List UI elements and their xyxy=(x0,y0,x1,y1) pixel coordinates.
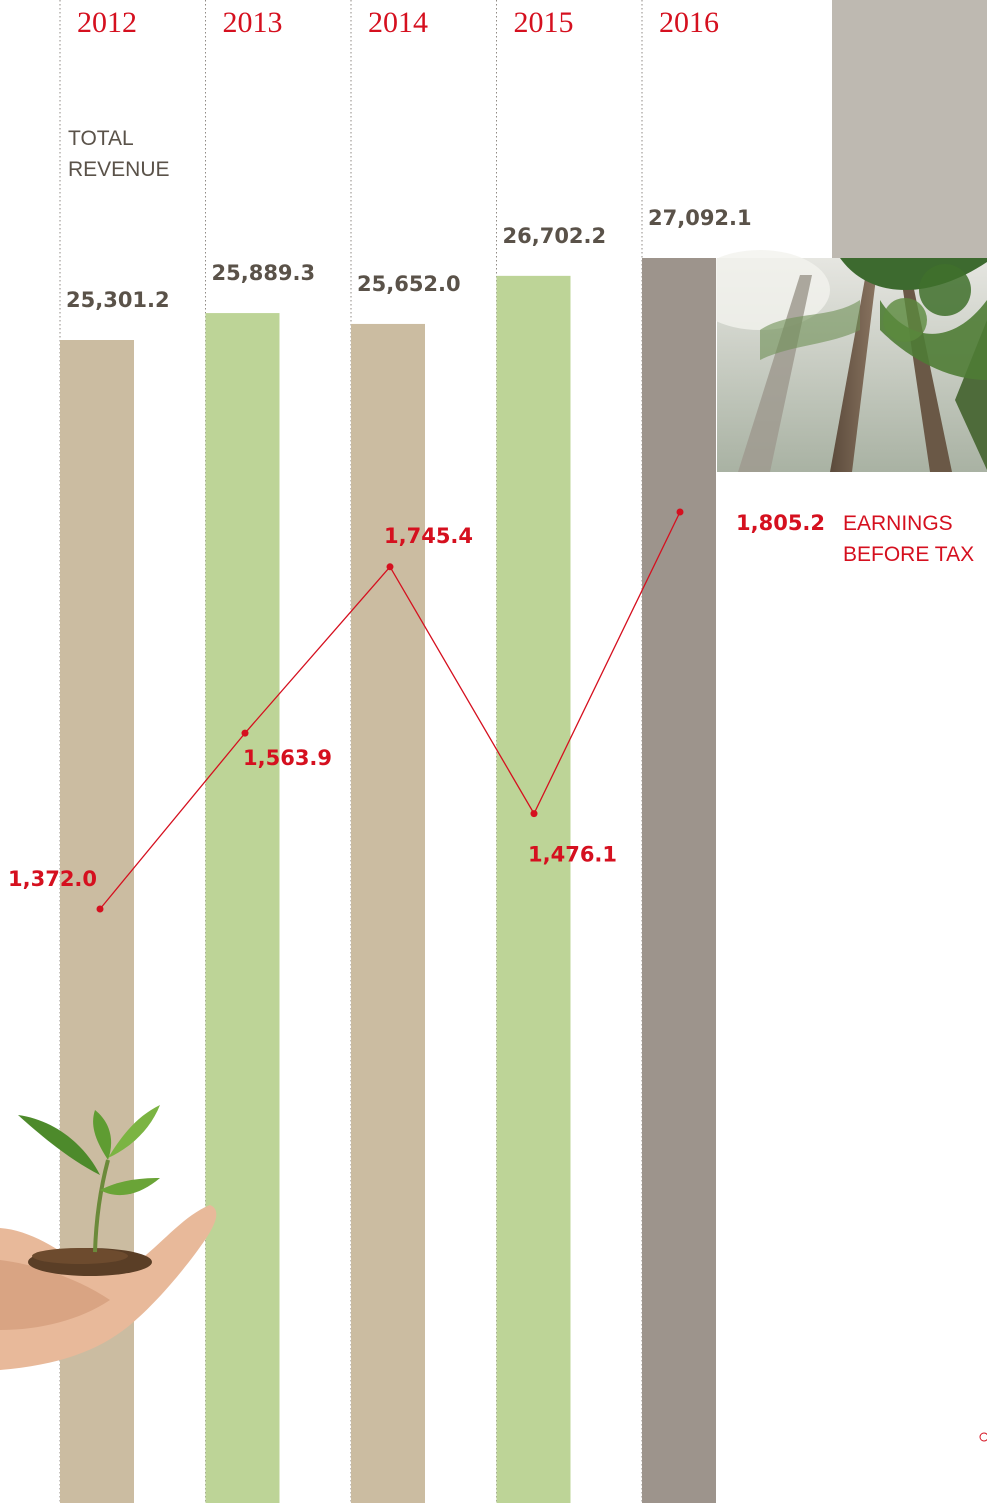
forest-photo xyxy=(690,250,987,472)
revenue-bars xyxy=(60,258,716,1503)
year-label: 2012 xyxy=(77,6,137,39)
year-labels: 2012 2013 2014 2015 2016 xyxy=(77,6,719,39)
revenue-value-label: 26,702.2 xyxy=(503,224,607,248)
ebt-point xyxy=(96,905,104,913)
ebt-point xyxy=(241,729,249,737)
revenue-series-title: TOTAL REVENUE xyxy=(68,127,170,181)
registered-mark-icon xyxy=(979,1432,987,1442)
revenue-bar xyxy=(642,258,716,1503)
revenue-bar xyxy=(351,323,425,1503)
revenue-value-label: 25,301.2 xyxy=(66,288,170,312)
grey-block xyxy=(832,0,987,258)
ebt-value-label: 1,745.4 xyxy=(384,524,473,548)
year-label: 2013 xyxy=(223,6,283,39)
ebt-point xyxy=(386,563,394,571)
ebt-value-labels: 1,372.0 1,563.9 1,745.4 1,476.1 1,805.2 xyxy=(8,511,825,891)
ebt-series-title: EARNINGS BEFORE TAX xyxy=(843,512,974,566)
year-label: 2014 xyxy=(368,6,428,39)
ebt-value-label: 1,476.1 xyxy=(528,843,617,867)
year-label: 2015 xyxy=(514,6,574,39)
ebt-point xyxy=(676,508,684,516)
ebt-line xyxy=(96,508,684,913)
revenue-bar xyxy=(205,313,280,1503)
revenue-value-label: 27,092.1 xyxy=(648,206,752,230)
revenue-bar xyxy=(496,275,571,1503)
ebt-value-label: 1,805.2 xyxy=(736,511,825,535)
ebt-value-label: 1,372.0 xyxy=(8,867,97,891)
revenue-value-label: 25,889.3 xyxy=(212,261,316,285)
year-label: 2016 xyxy=(659,6,719,39)
revenue-value-labels: 25,301.2 25,889.3 25,652.0 26,702.2 27,092.1 xyxy=(66,206,752,312)
ebt-value-label: 1,563.9 xyxy=(243,746,332,770)
seedling-in-hand-photo xyxy=(0,1105,217,1370)
ebt-point xyxy=(530,810,538,818)
revenue-value-label: 25,652.0 xyxy=(357,272,461,296)
